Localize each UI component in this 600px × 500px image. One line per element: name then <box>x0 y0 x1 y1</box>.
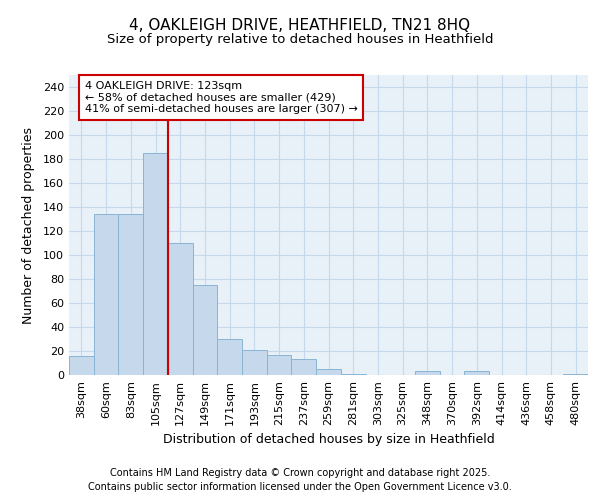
Bar <box>563 374 588 375</box>
Text: 4 OAKLEIGH DRIVE: 123sqm
← 58% of detached houses are smaller (429)
41% of semi-: 4 OAKLEIGH DRIVE: 123sqm ← 58% of detach… <box>85 81 358 114</box>
Text: Contains public sector information licensed under the Open Government Licence v3: Contains public sector information licen… <box>88 482 512 492</box>
X-axis label: Distribution of detached houses by size in Heathfield: Distribution of detached houses by size … <box>163 433 494 446</box>
Bar <box>242 350 267 375</box>
Bar <box>267 354 292 375</box>
Bar <box>193 285 217 375</box>
Bar <box>168 243 193 375</box>
Bar <box>464 372 489 375</box>
Bar <box>118 214 143 375</box>
Bar <box>69 356 94 375</box>
Text: Contains HM Land Registry data © Crown copyright and database right 2025.: Contains HM Land Registry data © Crown c… <box>110 468 490 477</box>
Bar <box>341 374 365 375</box>
Y-axis label: Number of detached properties: Number of detached properties <box>22 126 35 324</box>
Text: 4, OAKLEIGH DRIVE, HEATHFIELD, TN21 8HQ: 4, OAKLEIGH DRIVE, HEATHFIELD, TN21 8HQ <box>130 18 470 32</box>
Bar <box>415 372 440 375</box>
Bar <box>94 214 118 375</box>
Bar <box>143 153 168 375</box>
Bar <box>316 369 341 375</box>
Bar <box>217 339 242 375</box>
Bar <box>292 360 316 375</box>
Text: Size of property relative to detached houses in Heathfield: Size of property relative to detached ho… <box>107 32 493 46</box>
